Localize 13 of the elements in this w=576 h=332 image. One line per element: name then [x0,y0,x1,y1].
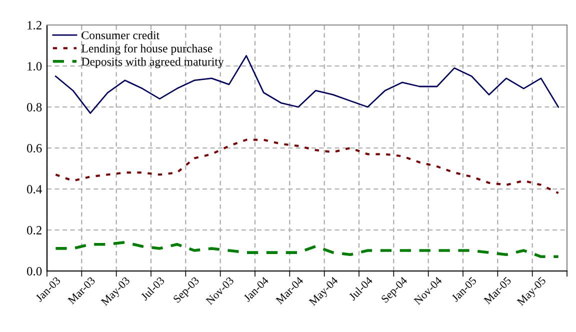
legend-label: Lending for house purchase [82,44,212,55]
y-tick-label: 0.0 [26,267,42,276]
y-tick-label: 0.4 [26,185,42,194]
y-tick-label: 0.6 [26,144,42,153]
y-tick-label: 1.2 [28,21,42,30]
line-series [54,55,560,114]
line-series [54,138,560,194]
legend-label: Consumer credit [82,30,160,40]
y-tick-label: 0.2 [26,226,42,235]
y-tick-label: 1.0 [28,62,42,71]
y-tick-label: 0.8 [26,103,42,112]
legend-label: Deposits with agreed maturity [82,57,224,68]
line-series [54,240,560,258]
